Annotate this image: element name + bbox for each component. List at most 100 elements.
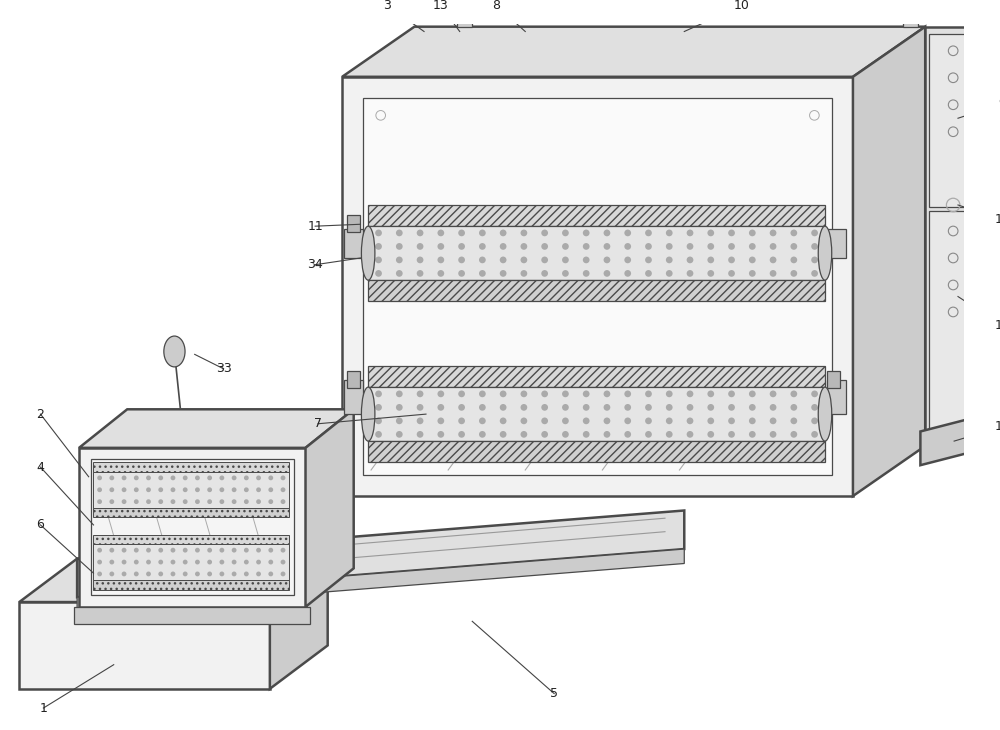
Circle shape [437,243,444,250]
Circle shape [645,270,652,277]
Circle shape [256,499,261,504]
Circle shape [583,229,590,237]
Circle shape [604,404,610,411]
Circle shape [687,391,693,397]
Circle shape [375,431,382,438]
Circle shape [479,270,486,277]
Polygon shape [903,6,918,27]
Circle shape [562,256,569,264]
Circle shape [562,404,569,411]
Circle shape [562,431,569,438]
Circle shape [790,418,797,424]
Circle shape [219,499,224,504]
Circle shape [281,488,285,492]
Circle shape [207,548,212,553]
Circle shape [521,243,527,250]
Circle shape [195,560,200,564]
Circle shape [195,475,200,480]
Circle shape [219,560,224,564]
Circle shape [500,404,507,411]
Circle shape [97,475,102,480]
Circle shape [707,418,714,424]
Polygon shape [270,558,328,689]
Polygon shape [853,27,925,496]
Circle shape [583,256,590,264]
Polygon shape [93,534,289,545]
Text: 12: 12 [994,213,1000,226]
Circle shape [437,391,444,397]
Circle shape [134,572,139,577]
Text: 14: 14 [994,319,1000,332]
Polygon shape [368,226,825,280]
Circle shape [811,431,818,438]
Circle shape [479,229,486,237]
Circle shape [541,256,548,264]
Circle shape [281,560,285,564]
Circle shape [811,229,818,237]
Circle shape [666,391,673,397]
Circle shape [770,243,776,250]
Circle shape [244,475,249,480]
Circle shape [479,243,486,250]
Ellipse shape [818,387,832,441]
Circle shape [396,391,403,397]
Circle shape [728,391,735,397]
Circle shape [541,418,548,424]
Polygon shape [925,27,981,437]
Circle shape [583,418,590,424]
Polygon shape [363,98,832,474]
Circle shape [375,270,382,277]
Circle shape [479,404,486,411]
Circle shape [521,256,527,264]
Circle shape [122,475,126,480]
Polygon shape [342,77,853,496]
Circle shape [790,391,797,397]
Polygon shape [368,205,825,226]
Circle shape [541,431,548,438]
Circle shape [417,256,423,264]
Polygon shape [344,380,363,414]
Circle shape [687,256,693,264]
Circle shape [458,431,465,438]
Circle shape [604,418,610,424]
Circle shape [207,475,212,480]
Circle shape [437,270,444,277]
Circle shape [219,475,224,480]
Circle shape [790,243,797,250]
Polygon shape [929,34,977,207]
Circle shape [770,391,776,397]
Polygon shape [77,510,684,597]
Circle shape [479,391,486,397]
Circle shape [624,391,631,397]
Circle shape [728,418,735,424]
Circle shape [158,560,163,564]
Circle shape [244,499,249,504]
Ellipse shape [457,2,472,9]
Circle shape [122,488,126,492]
Circle shape [521,270,527,277]
Circle shape [790,270,797,277]
Circle shape [687,270,693,277]
Circle shape [666,243,673,250]
Circle shape [232,572,237,577]
Circle shape [207,572,212,577]
Circle shape [232,560,237,564]
Circle shape [687,418,693,424]
Circle shape [417,391,423,397]
Circle shape [500,270,507,277]
Circle shape [437,256,444,264]
Circle shape [158,488,163,492]
Circle shape [171,572,175,577]
Polygon shape [79,410,354,447]
Circle shape [256,560,261,564]
Circle shape [645,418,652,424]
Circle shape [256,488,261,492]
Circle shape [687,243,693,250]
Circle shape [146,488,151,492]
Polygon shape [347,215,360,232]
Circle shape [707,431,714,438]
Circle shape [396,418,403,424]
Polygon shape [347,371,360,388]
Circle shape [268,488,273,492]
Polygon shape [342,27,925,77]
